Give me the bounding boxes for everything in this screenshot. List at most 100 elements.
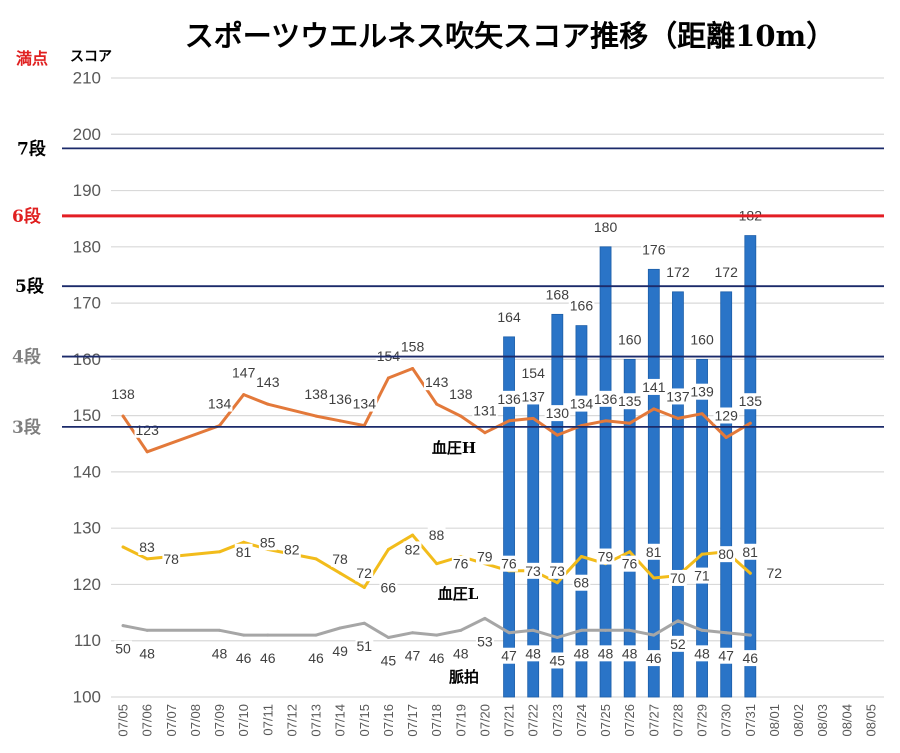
label-group-bp-low-07-28: 71 xyxy=(693,567,711,584)
label-bg-pulse-07-22 xyxy=(524,645,543,662)
point-bp-low-07-13 xyxy=(314,557,318,561)
x-tick-label-07-06: 07/06 xyxy=(140,704,155,737)
label-bp-high-07-15: 134 xyxy=(353,396,377,412)
label-pulse-07-21: 47 xyxy=(501,648,517,664)
point-bp-low-07-24 xyxy=(579,555,583,559)
x-tick-label-08-02: 08/02 xyxy=(791,704,806,737)
label-bp-low-07-11: 82 xyxy=(284,541,300,557)
score-bars xyxy=(503,235,757,698)
point-pulse-07-10 xyxy=(242,633,246,637)
x-tick-label-07-14: 07/14 xyxy=(333,704,348,737)
point-bp-high-07-21 xyxy=(507,419,511,423)
x-tick-label-07-21: 07/21 xyxy=(502,704,517,737)
point-bp-high-07-06 xyxy=(145,450,149,454)
x-tick-label-07-19: 07/19 xyxy=(453,704,468,737)
label-bg-bp-high-07-24 xyxy=(568,395,595,412)
label-bg-pulse-07-13 xyxy=(307,650,326,667)
x-tick-label-07-22: 07/22 xyxy=(526,704,541,737)
label-bp-high-07-30: 129 xyxy=(715,407,739,423)
label-group-bp-low-07-23: 68 xyxy=(572,574,591,591)
series-name-bp-low: 血圧L xyxy=(438,585,479,603)
label-bg-pulse-07-25 xyxy=(596,645,615,662)
label-bg-bp-high-07-05 xyxy=(110,386,136,403)
label-group-score-07-25: 180 xyxy=(592,218,619,235)
label-bp-high-07-29: 139 xyxy=(690,384,714,400)
label-group-bp-high-07-19: 138 xyxy=(448,386,474,403)
label-score-07-30: 172 xyxy=(715,264,739,280)
label-bg-pulse-07-19 xyxy=(452,645,470,662)
x-tick-label-07-20: 07/20 xyxy=(477,704,492,737)
label-bg-bp-high-07-20 xyxy=(472,402,498,419)
x-tick-label-07-09: 07/09 xyxy=(212,704,227,737)
label-bp-high-07-06: 123 xyxy=(136,422,160,438)
point-bp-high-07-10 xyxy=(242,393,246,397)
point-pulse-07-05 xyxy=(121,624,125,628)
x-tick-label-08-01: 08/01 xyxy=(767,704,782,737)
point-pulse-07-25 xyxy=(604,628,608,632)
point-bp-low-07-18 xyxy=(435,562,439,566)
label-group-score-07-28: 172 xyxy=(665,263,691,280)
label-group-bp-low-07-13: 78 xyxy=(331,550,350,567)
label-bg-bp-low-07-24 xyxy=(596,548,615,565)
label-group-bp-low-07-25: 76 xyxy=(620,555,639,572)
label-bg-bp-low-07-17 xyxy=(427,527,446,544)
x-tick-label-07-31: 07/31 xyxy=(743,704,758,737)
label-group-bp-low-07-05: 83 xyxy=(138,539,157,556)
label-bg-pulse-07-06 xyxy=(138,645,157,662)
label-bg-score-07-21 xyxy=(496,308,522,325)
point-bp-low-07-23 xyxy=(555,581,559,585)
label-group-pulse-07-31: 46 xyxy=(741,650,760,667)
label-group-score-07-30: 172 xyxy=(713,263,740,280)
label-group-pulse-07-15: 51 xyxy=(355,638,374,655)
label-bp-low-07-15: 66 xyxy=(381,579,397,595)
point-pulse-07-29 xyxy=(700,628,704,632)
label-bg-score-07-30 xyxy=(713,263,740,280)
bar-07-25 xyxy=(599,246,612,698)
series-name-pulse: 脈拍 xyxy=(449,668,479,686)
x-tick-label-07-17: 07/17 xyxy=(405,704,420,737)
label-group-bp-high-07-05: 138 xyxy=(110,386,136,403)
bar-07-31 xyxy=(744,235,757,698)
label-group-bp-low-07-06: 78 xyxy=(162,550,181,567)
label-bg-bp-high-07-10 xyxy=(231,364,257,381)
label-group-pulse-07-14: 49 xyxy=(331,642,350,659)
point-pulse-07-13 xyxy=(314,633,318,637)
bar-07-21 xyxy=(503,336,515,698)
label-bp-high-07-05: 138 xyxy=(111,386,135,402)
x-tick-label-07-28: 07/28 xyxy=(670,704,685,737)
point-pulse-07-24 xyxy=(579,628,583,632)
y-tick-label-190: 190 xyxy=(73,181,101,200)
label-pulse-07-14: 49 xyxy=(332,643,348,659)
label-bg-bp-high-07-21 xyxy=(496,390,522,407)
label-bp-high-07-13: 138 xyxy=(304,386,328,402)
label-group-bp-low-07-31: 72 xyxy=(765,565,784,582)
label-group-bp-high-07-23: 130 xyxy=(544,405,571,422)
label-bg-pulse-07-28 xyxy=(669,635,687,652)
label-group-pulse-07-17: 47 xyxy=(403,647,422,664)
label-bg-bp-low-07-19 xyxy=(476,548,494,565)
point-bp-high-07-17 xyxy=(411,366,415,370)
x-tick-label-07-10: 07/10 xyxy=(236,704,251,737)
label-bg-score-07-29 xyxy=(689,331,715,348)
label-bg-bp-low-07-28 xyxy=(693,567,711,584)
label-score-07-27: 176 xyxy=(642,241,666,257)
label-bg-score-07-26 xyxy=(617,331,643,348)
point-bp-high-07-05 xyxy=(121,414,125,418)
label-bp-low-07-23: 68 xyxy=(574,575,590,591)
label-group-bp-low-07-16: 82 xyxy=(403,541,422,558)
label-bp-high-07-20: 131 xyxy=(473,403,497,419)
label-bg-bp-low-07-26 xyxy=(644,543,663,560)
y-tick-label-150: 150 xyxy=(73,406,101,425)
label-bp-high-07-22: 137 xyxy=(522,388,546,404)
line-pulse xyxy=(121,616,752,639)
y-tick-label-170: 170 xyxy=(73,294,101,313)
label-bg-pulse-07-09 xyxy=(210,645,229,662)
label-group-pulse-07-19: 48 xyxy=(452,645,470,662)
label-group-bp-low-07-19: 79 xyxy=(476,548,494,565)
label-pulse-07-06: 48 xyxy=(139,645,155,661)
point-bp-low-07-17 xyxy=(411,533,415,537)
label-group-bp-high-07-22: 137 xyxy=(520,388,547,405)
label-group-pulse-07-30: 47 xyxy=(717,647,736,664)
label-group-pulse-07-22: 48 xyxy=(524,645,543,662)
x-tick-label-08-04: 08/04 xyxy=(839,704,854,737)
